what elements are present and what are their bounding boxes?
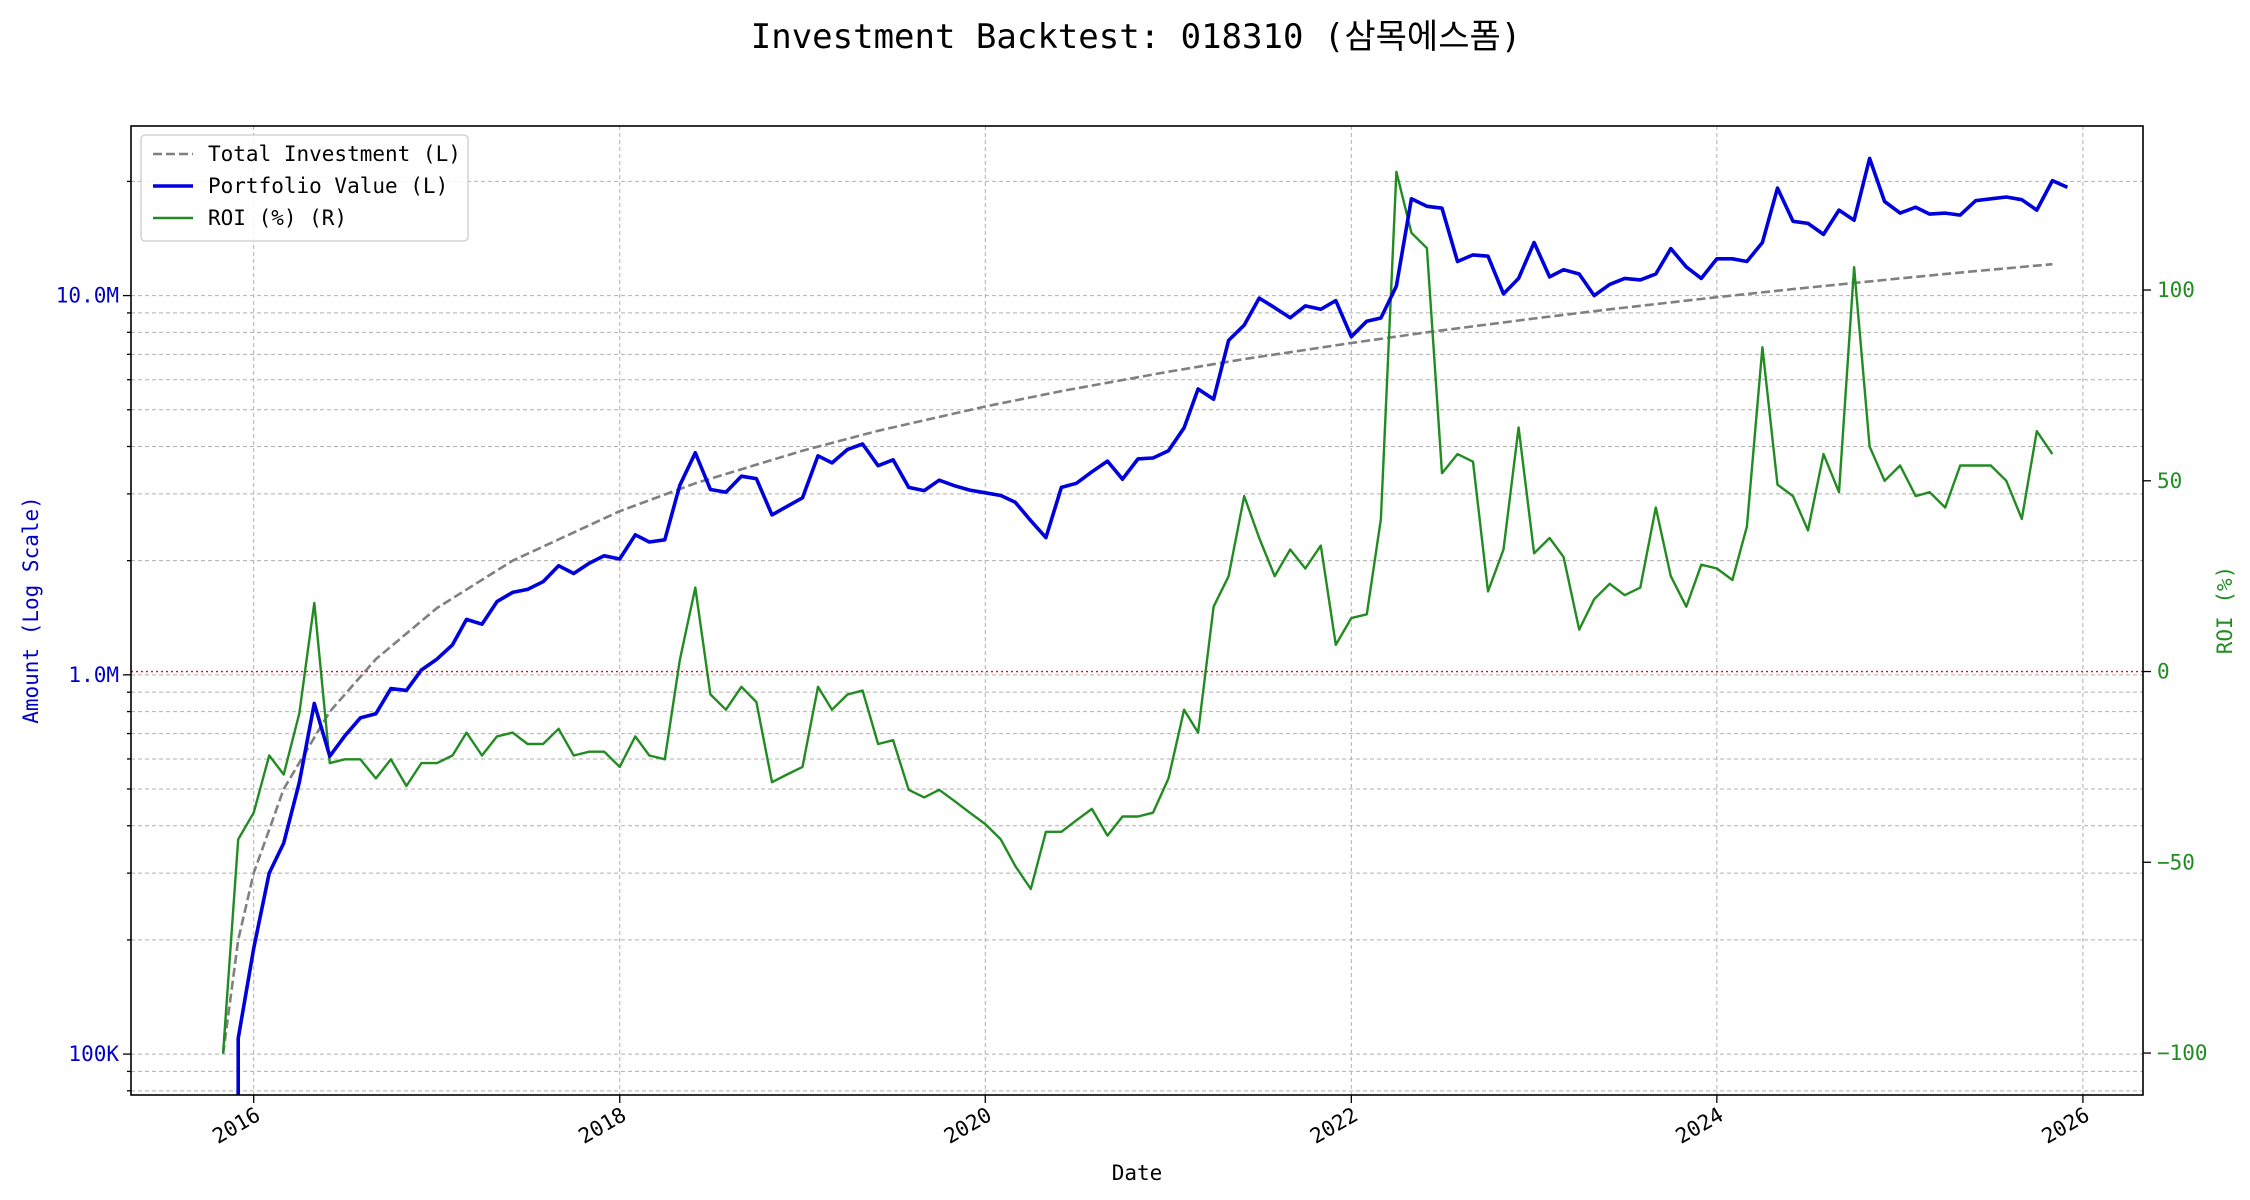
legend-label-roi: ROI (%) (R): [208, 206, 347, 230]
left-axis-label: Amount (Log Scale): [19, 496, 43, 724]
plot-frame: [130, 125, 2144, 1096]
left-tick-label: 10.0M: [56, 284, 119, 308]
legend-label-total-investment: Total Investment (L): [208, 142, 461, 166]
left-axis: 100K 1.0M 10.0M: [56, 180, 131, 1092]
right-tick-label: −50: [2157, 850, 2195, 874]
portfolio-value-line: [236, 156, 2069, 1095]
right-tick-label: 0: [2157, 660, 2170, 684]
right-axis-label: ROI (%): [2213, 566, 2237, 655]
right-tick-label: 50: [2157, 469, 2182, 493]
series-layer: [221, 156, 2069, 1095]
total-investment-line: [221, 262, 2053, 1055]
right-tick-label: 100: [2157, 278, 2195, 302]
right-tick-label: −100: [2157, 1041, 2208, 1065]
x-axis-label: Date: [1112, 1161, 1163, 1185]
left-tick-label: 1.0M: [68, 663, 119, 687]
legend: Total Investment (L) Portfolio Value (L)…: [140, 134, 469, 242]
legend-label-portfolio-value: Portfolio Value (L): [208, 174, 448, 198]
roi-line: [221, 170, 2054, 1054]
grid-layer: [131, 126, 2143, 1095]
legend-box: [140, 134, 469, 242]
left-tick-label: 100K: [68, 1042, 119, 1066]
right-axis: −100 −50 0 50 100: [2143, 278, 2208, 1065]
chart-title: Investment Backtest: 018310 (삼목에스폼): [751, 17, 1522, 57]
